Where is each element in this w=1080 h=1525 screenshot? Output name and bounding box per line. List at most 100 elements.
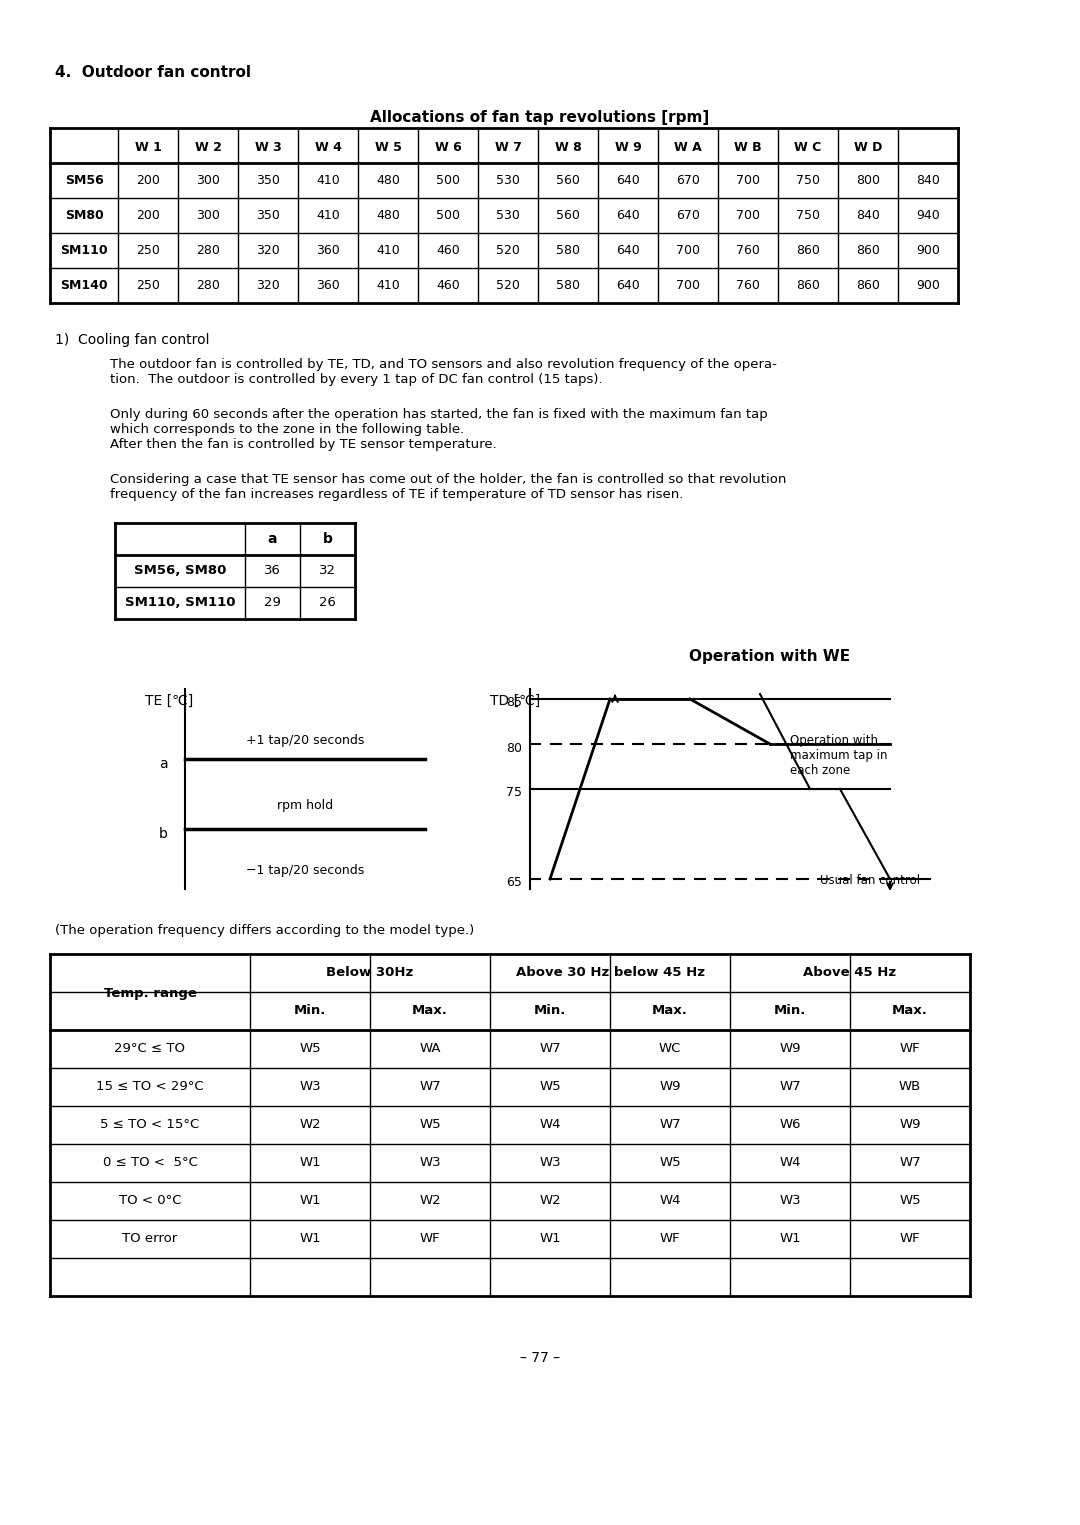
Text: 250: 250 <box>136 279 160 291</box>
Text: W C: W C <box>795 140 822 154</box>
Text: 200: 200 <box>136 209 160 223</box>
Text: Max.: Max. <box>652 1005 688 1017</box>
Text: 700: 700 <box>735 209 760 223</box>
Text: W3: W3 <box>779 1194 800 1208</box>
Text: TD [℃]: TD [℃] <box>490 694 540 708</box>
Text: W1: W1 <box>779 1232 800 1246</box>
Text: W 9: W 9 <box>615 140 642 154</box>
Text: 580: 580 <box>556 244 580 258</box>
Text: 1)  Cooling fan control: 1) Cooling fan control <box>55 332 210 348</box>
Text: WC: WC <box>659 1043 681 1055</box>
Text: 320: 320 <box>256 244 280 258</box>
Text: 280: 280 <box>197 279 220 291</box>
Text: W9: W9 <box>780 1043 800 1055</box>
Text: TO error: TO error <box>122 1232 177 1246</box>
Text: 800: 800 <box>856 174 880 188</box>
Text: WF: WF <box>660 1232 680 1246</box>
Text: W 8: W 8 <box>555 140 581 154</box>
Text: The outdoor fan is controlled by TE, TD, and TO sensors and also revolution freq: The outdoor fan is controlled by TE, TD,… <box>110 358 777 386</box>
Text: W 1: W 1 <box>135 140 161 154</box>
Text: W5: W5 <box>419 1118 441 1132</box>
Text: WF: WF <box>900 1232 920 1246</box>
Text: b: b <box>159 827 167 840</box>
Text: 760: 760 <box>737 244 760 258</box>
Text: 250: 250 <box>136 244 160 258</box>
Text: W7: W7 <box>900 1156 921 1170</box>
Text: W 4: W 4 <box>314 140 341 154</box>
Text: 410: 410 <box>316 209 340 223</box>
Text: W7: W7 <box>779 1081 800 1093</box>
Text: Operation with WE: Operation with WE <box>689 650 851 663</box>
Text: 640: 640 <box>616 209 639 223</box>
Text: W3: W3 <box>299 1081 321 1093</box>
Text: W7: W7 <box>539 1043 561 1055</box>
Text: 5 ≤ TO < 15°C: 5 ≤ TO < 15°C <box>100 1118 200 1132</box>
Text: SM56, SM80: SM56, SM80 <box>134 564 226 578</box>
Text: W4: W4 <box>539 1118 561 1132</box>
Text: a: a <box>268 532 278 546</box>
Text: 480: 480 <box>376 209 400 223</box>
Text: 530: 530 <box>496 174 519 188</box>
Text: WF: WF <box>420 1232 441 1246</box>
Text: 26: 26 <box>319 596 336 610</box>
Text: 29: 29 <box>265 596 281 610</box>
Text: 900: 900 <box>916 279 940 291</box>
Text: 350: 350 <box>256 209 280 223</box>
Text: W5: W5 <box>539 1081 561 1093</box>
Text: 410: 410 <box>316 174 340 188</box>
Text: 640: 640 <box>616 174 639 188</box>
Text: 640: 640 <box>616 279 639 291</box>
Text: −1 tap/20 seconds: −1 tap/20 seconds <box>246 865 364 877</box>
Text: +1 tap/20 seconds: +1 tap/20 seconds <box>246 734 364 747</box>
Text: WB: WB <box>899 1081 921 1093</box>
Text: – 77 –: – 77 – <box>519 1351 561 1365</box>
Text: W5: W5 <box>299 1043 321 1055</box>
Text: W1: W1 <box>539 1232 561 1246</box>
Text: 80: 80 <box>507 741 522 755</box>
Text: 460: 460 <box>436 279 460 291</box>
Text: 280: 280 <box>197 244 220 258</box>
Text: Usual fan control: Usual fan control <box>820 874 920 888</box>
Text: SM110, SM110: SM110, SM110 <box>125 596 235 610</box>
Text: 670: 670 <box>676 209 700 223</box>
Text: 36: 36 <box>265 564 281 578</box>
Text: W4: W4 <box>659 1194 680 1208</box>
Text: W B: W B <box>734 140 761 154</box>
Text: W7: W7 <box>659 1118 680 1132</box>
Text: W5: W5 <box>659 1156 680 1170</box>
Text: 860: 860 <box>856 244 880 258</box>
Text: W4: W4 <box>780 1156 800 1170</box>
Text: 700: 700 <box>676 244 700 258</box>
Text: 530: 530 <box>496 209 519 223</box>
Text: SM110: SM110 <box>60 244 108 258</box>
Text: W 3: W 3 <box>255 140 282 154</box>
Text: Max.: Max. <box>413 1005 448 1017</box>
Text: W 2: W 2 <box>194 140 221 154</box>
Text: 860: 860 <box>796 279 820 291</box>
Text: 500: 500 <box>436 209 460 223</box>
Text: 900: 900 <box>916 244 940 258</box>
Text: W6: W6 <box>780 1118 800 1132</box>
Text: 940: 940 <box>916 209 940 223</box>
Text: Min.: Min. <box>534 1005 566 1017</box>
Text: 0 ≤ TO <  5°C: 0 ≤ TO < 5°C <box>103 1156 198 1170</box>
Text: W 5: W 5 <box>375 140 402 154</box>
Text: 410: 410 <box>376 244 400 258</box>
Text: Below 30Hz: Below 30Hz <box>326 967 414 979</box>
Text: 560: 560 <box>556 209 580 223</box>
Text: 750: 750 <box>796 174 820 188</box>
Text: Temp. range: Temp. range <box>104 988 197 1000</box>
Text: W D: W D <box>854 140 882 154</box>
Text: 29°C ≤ TO: 29°C ≤ TO <box>114 1043 186 1055</box>
Text: SM80: SM80 <box>65 209 104 223</box>
Text: 560: 560 <box>556 174 580 188</box>
Text: 500: 500 <box>436 174 460 188</box>
Text: 32: 32 <box>319 564 336 578</box>
Text: Allocations of fan tap revolutions [rpm]: Allocations of fan tap revolutions [rpm] <box>370 110 710 125</box>
Text: W 6: W 6 <box>434 140 461 154</box>
Text: W 7: W 7 <box>495 140 522 154</box>
Text: 200: 200 <box>136 174 160 188</box>
Text: 760: 760 <box>737 279 760 291</box>
Text: WF: WF <box>900 1043 920 1055</box>
Text: Above 30 Hz below 45 Hz: Above 30 Hz below 45 Hz <box>515 967 704 979</box>
